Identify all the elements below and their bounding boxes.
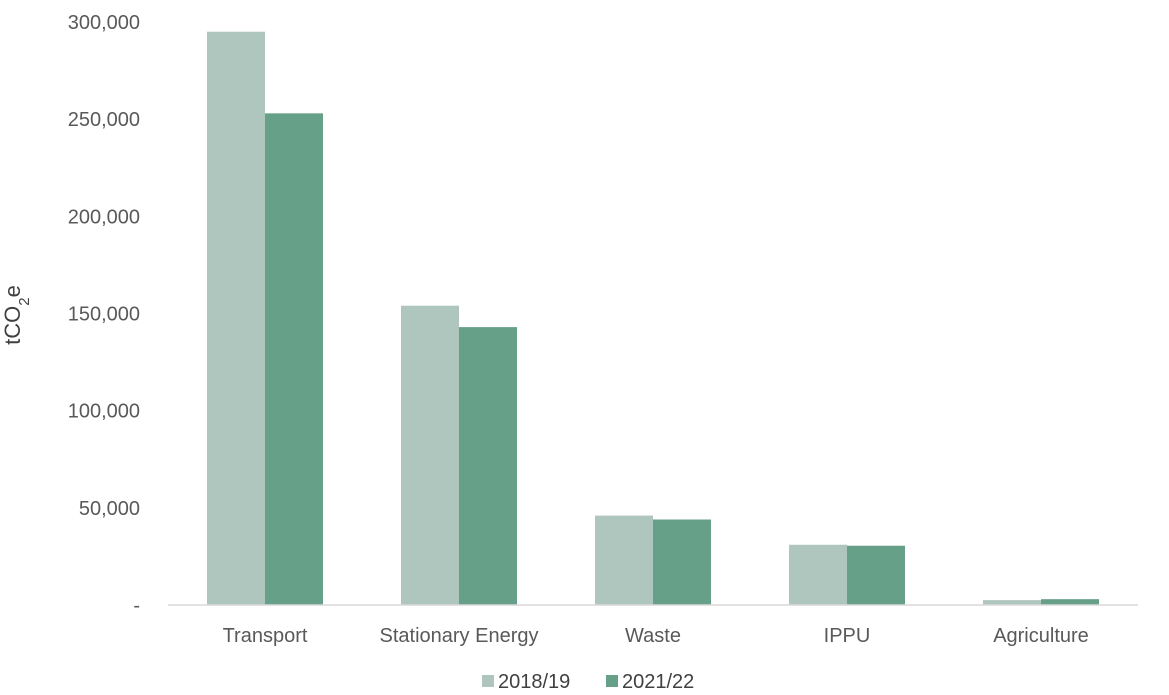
bar-ippu-2018-19 [789, 544, 847, 605]
bar-waste-2021-22 [653, 519, 711, 605]
legend: 2018/19 2021/22 [482, 671, 694, 693]
bar-agriculture-2021-22 [1041, 599, 1099, 605]
y-axis-title: tCO2e [0, 285, 33, 345]
bar-agriculture-2018-19 [983, 600, 1041, 605]
y-tick-label: 150,000 [68, 304, 140, 326]
legend-swatch [606, 675, 618, 687]
y-axis-ticks: - 50,000 100,000 150,000 200,000 250,000 300,0… [68, 12, 140, 617]
x-tick-label: Waste [625, 625, 681, 647]
x-tick-label: Agriculture [993, 625, 1089, 647]
bar-series-group [207, 31, 1099, 605]
bar-waste-2018-19 [595, 515, 653, 605]
bar-transport-2021-22 [265, 113, 323, 605]
y-tick-label: - [133, 595, 140, 617]
y-tick-label: 100,000 [68, 401, 140, 423]
x-tick-label: IPPU [824, 625, 871, 647]
legend-label: 2018/19 [498, 671, 570, 693]
y-tick-label: 250,000 [68, 109, 140, 131]
y-tick-label: 300,000 [68, 12, 140, 34]
x-axis-labels: Transport Stationary Energy Waste IPPU Agric… [223, 625, 1089, 647]
x-tick-label: Transport [223, 625, 308, 647]
x-tick-label: Stationary Energy [380, 625, 539, 647]
bar-stationary-energy-2018-19 [401, 305, 459, 605]
bar-stationary-energy-2021-22 [459, 327, 517, 605]
bar-ippu-2021-22 [847, 545, 905, 605]
legend-label: 2021/22 [622, 671, 694, 693]
y-tick-label: 200,000 [68, 206, 140, 228]
bar-transport-2018-19 [207, 31, 265, 605]
y-tick-label: 50,000 [79, 498, 140, 520]
legend-swatch [482, 675, 494, 687]
